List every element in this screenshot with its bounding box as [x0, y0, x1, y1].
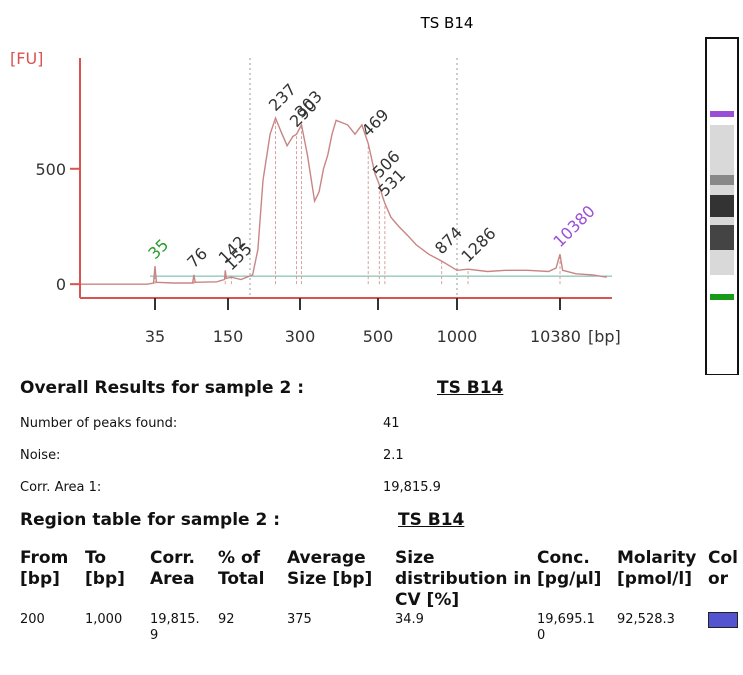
table-cell: 19,815.9: [150, 612, 201, 644]
table-cell: 34.9: [395, 612, 521, 628]
x-tick-label: 10380: [530, 327, 581, 346]
column-header: Size distribution in CV [%]: [395, 548, 535, 611]
y-tick-label: 0: [56, 275, 66, 294]
chart-title: TS B14: [420, 14, 474, 32]
row-value: 2.1: [383, 448, 404, 463]
x-tick-label: 35: [145, 327, 165, 346]
row-label: Corr. Area 1:: [20, 480, 101, 495]
row-label: Noise:: [20, 448, 60, 463]
x-unit-label: [bp]: [588, 327, 621, 346]
table-cell: 92: [218, 612, 270, 628]
column-header: % of Total: [218, 548, 284, 590]
color-swatch: [708, 612, 738, 628]
column-header: Color: [708, 548, 738, 590]
peak-label: 35: [144, 235, 172, 263]
x-tick-label: 500: [363, 327, 394, 346]
table-cell: 200: [20, 612, 68, 628]
gel-lane: [706, 38, 738, 375]
y-axis-label: [FU]: [10, 49, 43, 68]
column-header: From [bp]: [20, 548, 82, 590]
x-tick-label: 1000: [437, 327, 478, 346]
sample-name: TS B14: [398, 510, 464, 530]
peak-label: 10380: [549, 202, 598, 251]
row-label: Number of peaks found:: [20, 416, 177, 431]
row-value: 41: [383, 416, 400, 431]
peak-label: 469: [358, 105, 393, 140]
peak-label: 76: [183, 244, 211, 272]
table-cell: 92,528.3: [617, 612, 691, 628]
row-value: 19,815.9: [383, 480, 441, 495]
table-cell: 375: [287, 612, 377, 628]
column-header: To [bp]: [85, 548, 147, 590]
section-title: Overall Results for sample 2 :: [20, 378, 304, 398]
column-header: Conc. [pg/µl]: [537, 548, 615, 590]
x-tick-label: 150: [213, 327, 244, 346]
y-tick-label: 500: [35, 160, 66, 179]
column-header: Corr. Area: [150, 548, 215, 590]
column-header: Molarity [pmol/l]: [617, 548, 705, 590]
page: TS B14 [FU] 0 500 35 150 300 500 1000 10380 [bp]…: [0, 0, 743, 675]
sample-name: TS B14: [437, 378, 503, 398]
table-cell: 19,695.10: [537, 612, 601, 644]
section-title: Region table for sample 2 :: [20, 510, 280, 530]
peak-label: 1286: [457, 224, 499, 266]
electropherogram: TS B14 [FU] 0 500 35 150 300 500 1000 10380 [bp]…: [0, 0, 743, 375]
table-cell: 1,000: [85, 612, 133, 628]
x-tick-label: 300: [285, 327, 316, 346]
column-header: Average Size [bp]: [287, 548, 391, 590]
